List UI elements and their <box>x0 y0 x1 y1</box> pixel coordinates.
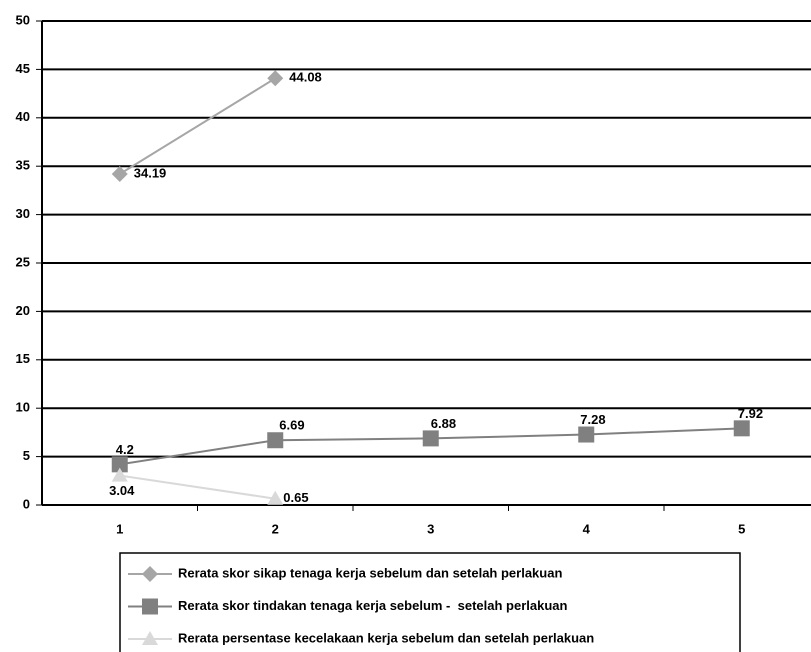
y-tick-label: 5 <box>23 448 30 463</box>
y-tick-label: 0 <box>23 496 30 511</box>
x-tick-label: 3 <box>427 521 434 536</box>
marker <box>578 426 595 443</box>
legend-label: Rerata skor tindakan tenaga kerja sebelu… <box>178 598 567 613</box>
y-tick-label: 40 <box>16 109 30 124</box>
marker <box>422 430 439 447</box>
x-tick-label: 4 <box>583 521 591 536</box>
x-tick-label: 2 <box>272 521 279 536</box>
data-label: 7.92 <box>738 406 763 421</box>
data-label: 6.88 <box>431 416 456 431</box>
marker <box>267 432 284 449</box>
marker <box>142 566 158 582</box>
marker <box>111 467 128 482</box>
marker <box>142 598 158 615</box>
marker <box>733 420 750 437</box>
data-label: 0.65 <box>283 490 308 505</box>
marker <box>267 70 284 87</box>
marker <box>267 490 284 505</box>
x-tick-label: 1 <box>116 521 123 536</box>
data-label: 44.08 <box>289 70 322 85</box>
series-line <box>119 77 276 175</box>
data-label: 3.04 <box>109 483 135 498</box>
y-tick-label: 45 <box>16 61 30 76</box>
y-tick-label: 35 <box>16 158 30 173</box>
y-tick-label: 15 <box>16 351 30 366</box>
data-label: 4.2 <box>116 442 134 457</box>
y-tick-label: 25 <box>16 254 30 269</box>
marker <box>111 166 128 183</box>
series-line <box>119 474 276 500</box>
y-tick-label: 20 <box>16 303 30 318</box>
y-tick-label: 50 <box>16 12 30 27</box>
marker <box>111 456 128 473</box>
y-tick-label: 10 <box>16 400 30 415</box>
marker <box>142 631 158 645</box>
x-tick-label: 5 <box>738 521 745 536</box>
data-label: 34.19 <box>134 165 167 180</box>
data-label: 7.28 <box>580 412 605 427</box>
legend-label: Rerata persentase kecelakaan kerja sebel… <box>178 630 594 645</box>
legend-label: Rerata skor sikap tenaga kerja sebelum d… <box>178 565 562 580</box>
y-tick-label: 30 <box>16 206 30 221</box>
legend-box <box>119 552 741 652</box>
data-label: 6.69 <box>279 418 304 433</box>
